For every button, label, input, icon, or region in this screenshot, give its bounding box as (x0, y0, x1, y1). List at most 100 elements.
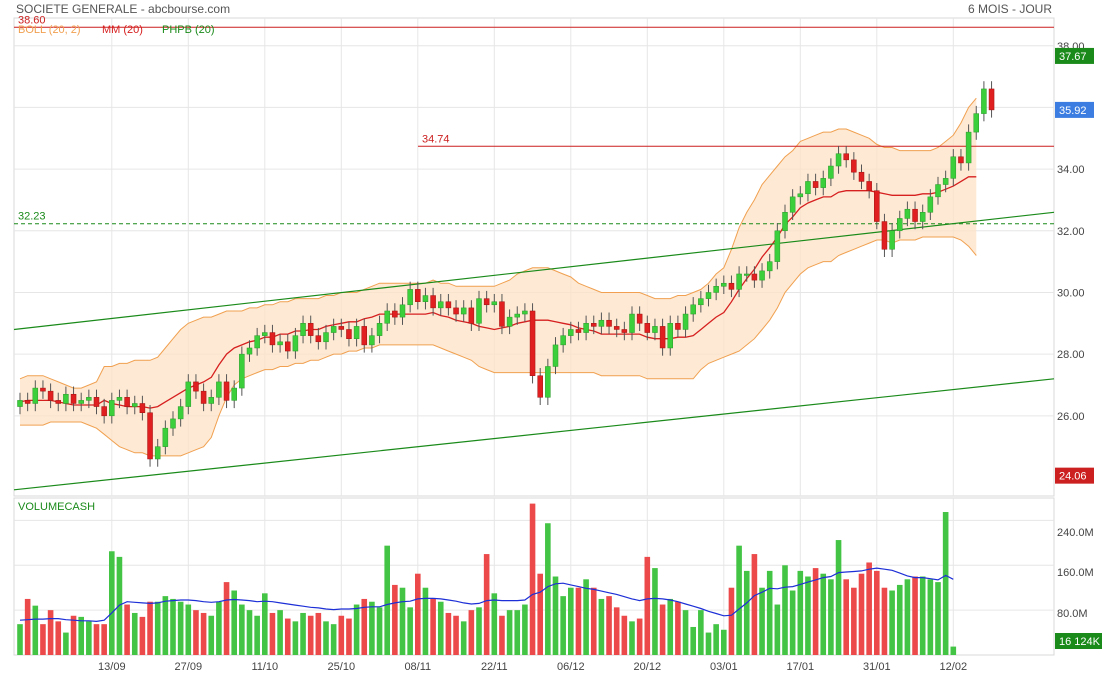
moving-average-line (19, 176, 977, 409)
volume-bar (32, 605, 39, 655)
x-tick-label: 12/02 (940, 661, 968, 673)
candle-body (292, 335, 299, 352)
volume-bar (690, 626, 696, 655)
candle-body (430, 295, 436, 309)
candle-body (162, 427, 169, 447)
volume-bar (537, 573, 543, 655)
volume-bar (942, 512, 949, 655)
volume-tag-bg (1055, 633, 1102, 649)
volume-bar (881, 587, 888, 655)
candle-body (254, 335, 260, 349)
volume-bar (24, 598, 31, 655)
candle-body (307, 323, 314, 336)
volume-bar (453, 615, 459, 655)
volume-bar (820, 573, 827, 655)
candle-body (315, 335, 322, 343)
x-tick-label: 25/10 (328, 661, 356, 673)
volume-bar (445, 612, 452, 655)
candle-body (636, 313, 643, 324)
volume-bar (621, 615, 628, 655)
volume-bar (307, 615, 314, 655)
price-tag: 35.92 (1059, 105, 1087, 117)
volume-bar (560, 596, 566, 655)
volume-bar (338, 615, 345, 655)
volume-bar (47, 610, 54, 655)
candle-body (851, 159, 857, 173)
volume-bar (369, 601, 375, 655)
candle-body (942, 178, 949, 185)
candle-body (705, 292, 712, 299)
volume-bar (399, 587, 406, 655)
volume-bar (506, 610, 513, 655)
candle-body (415, 289, 421, 302)
candle-body (766, 261, 773, 272)
candle-body (147, 412, 153, 460)
candle-body (246, 347, 253, 355)
candle-body (338, 326, 345, 330)
volume-bar (950, 646, 957, 655)
volume-bar (154, 601, 161, 655)
candle-body (63, 393, 69, 404)
candle-body (591, 323, 597, 327)
candle-body (445, 301, 452, 309)
legend-boll: BOLL (20, 2) (18, 24, 81, 36)
volume-bar (460, 621, 467, 655)
volume-bar (277, 610, 283, 655)
candle-body (889, 230, 895, 250)
volume-bar (415, 573, 421, 655)
candle-body (751, 273, 758, 281)
candle-body (277, 341, 283, 346)
candle-body (491, 301, 498, 306)
candle-body (185, 381, 192, 407)
candle-body (47, 390, 54, 401)
candle-body (759, 270, 765, 281)
candle-body (285, 341, 291, 352)
candle-body (782, 212, 788, 232)
candle-body (132, 403, 138, 407)
volume-bar (422, 587, 429, 655)
candle-body (981, 88, 987, 114)
x-tick-label: 13/09 (98, 661, 126, 673)
volume-bar (851, 587, 857, 655)
volume-bar (636, 618, 643, 655)
volume-bar (300, 612, 306, 655)
volume-bar (147, 601, 153, 655)
volume-bar (499, 615, 505, 655)
x-tick-label: 31/01 (863, 661, 891, 673)
candle-body (506, 316, 513, 327)
candle-body (101, 406, 107, 417)
y-tick-label: 28.00 (1057, 349, 1085, 361)
x-tick-label: 11/10 (251, 661, 278, 673)
volume-bar (292, 621, 299, 655)
period-label: 6 MOIS - JOUR (968, 2, 1052, 16)
candle-body (300, 323, 306, 336)
candle-body (216, 381, 222, 398)
volume-bar (361, 598, 368, 655)
volume-bar (590, 587, 597, 655)
volume-bar (392, 584, 398, 655)
candle-body (93, 397, 100, 407)
candle-body (32, 387, 39, 404)
vol-tick-160: 160.0M (1057, 567, 1094, 579)
volume-bar (216, 601, 222, 655)
candle-body (384, 310, 390, 324)
volume-bar (743, 570, 750, 655)
volume-bar (728, 587, 735, 655)
x-tick-label: 20/12 (634, 661, 662, 673)
candle-body (897, 218, 903, 232)
volume-bar (86, 621, 92, 655)
volume-bar (78, 616, 84, 655)
candle-body (912, 208, 918, 222)
volume-bar (912, 576, 918, 655)
candle-body (644, 323, 651, 333)
candle-body (988, 88, 995, 111)
candle-body (583, 323, 589, 333)
candle-body (950, 156, 957, 179)
level-label: 34.74 (422, 133, 450, 145)
volume-bar (698, 610, 704, 655)
candle-body (613, 326, 620, 330)
trendline (13, 211, 1055, 331)
volume-bar (315, 612, 322, 655)
candle-body (874, 190, 880, 222)
y-tick-label: 34.00 (1057, 164, 1085, 176)
